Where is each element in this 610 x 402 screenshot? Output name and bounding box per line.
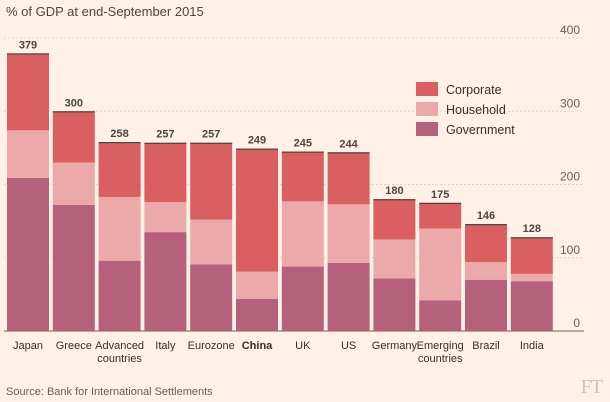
bar-household-9 <box>419 228 461 300</box>
value-labels: 379 300 258 257 257 249 245 244 180 175 146 128 <box>19 39 541 235</box>
category-label-1: Greece <box>56 340 92 352</box>
bar-corporate-0 <box>7 53 49 130</box>
bar-top-2 <box>99 142 141 143</box>
bar-corporate-3 <box>144 143 186 202</box>
bar-corporate-4 <box>190 143 232 220</box>
category-label-10: Brazil <box>472 340 500 352</box>
bar-government-2 <box>99 261 141 331</box>
bar-top-8 <box>373 199 415 200</box>
category-label-9: Emerging countries <box>417 340 464 365</box>
bar-corporate-7 <box>328 152 370 204</box>
value-label-8: 180 <box>385 185 403 197</box>
bar-government-1 <box>53 205 95 331</box>
category-label-8: Germany <box>372 340 418 352</box>
bar-household-4 <box>190 220 232 265</box>
value-label-4: 257 <box>202 129 220 141</box>
bar-top-11 <box>511 237 553 238</box>
value-label-0: 379 <box>19 39 37 51</box>
bar-government-8 <box>373 278 415 331</box>
bar-household-8 <box>373 239 415 278</box>
bar-household-0 <box>7 130 49 178</box>
bar-government-4 <box>190 264 232 331</box>
y-tick-100: 100 <box>560 243 580 257</box>
bar-top-5 <box>236 149 278 150</box>
y-tick-labels: 0 100 200 300 400 <box>560 23 580 330</box>
bar-household-7 <box>328 204 370 263</box>
bar-corporate-9 <box>419 203 461 229</box>
value-label-10: 146 <box>477 210 495 222</box>
bar-government-11 <box>511 281 553 331</box>
bar-top-7 <box>328 152 370 153</box>
legend: Corporate Household Government <box>416 82 515 137</box>
legend-swatch-household <box>416 102 438 116</box>
bar-household-3 <box>144 202 186 232</box>
bar-top-3 <box>144 143 186 144</box>
bar-top-9 <box>419 203 461 204</box>
bar-household-1 <box>53 163 95 205</box>
value-label-5: 249 <box>248 135 266 147</box>
y-tick-300: 300 <box>560 96 580 110</box>
bar-household-5 <box>236 272 278 299</box>
bar-government-6 <box>282 267 324 331</box>
y-tick-400: 400 <box>560 23 580 37</box>
legend-label-corporate: Corporate <box>446 83 502 97</box>
bar-top-0 <box>7 53 49 54</box>
category-labels: Japan Greece Advanced countries Italy Eurozon… <box>13 340 545 365</box>
bar-household-2 <box>99 197 141 261</box>
legend-swatch-corporate <box>416 82 438 96</box>
category-label-0: Japan <box>13 340 43 352</box>
legend-swatch-government <box>416 122 438 136</box>
bar-government-10 <box>465 280 507 331</box>
legend-label-household: Household <box>446 103 506 117</box>
bar-household-6 <box>282 201 324 266</box>
bar-corporate-5 <box>236 149 278 272</box>
source-note: Source: Bank for International Settlemen… <box>6 386 213 398</box>
bar-government-3 <box>144 232 186 331</box>
ft-logo: FT <box>581 376 602 399</box>
bar-corporate-6 <box>282 152 324 202</box>
bar-corporate-11 <box>511 237 553 274</box>
value-label-7: 244 <box>339 138 358 150</box>
bar-top-4 <box>190 143 232 144</box>
bar-government-5 <box>236 299 278 331</box>
category-label-2: Advanced countries <box>95 340 144 365</box>
category-label-4: Eurozone <box>188 340 235 352</box>
value-label-11: 128 <box>523 223 541 235</box>
bar-corporate-10 <box>465 224 507 262</box>
category-label-11: India <box>520 340 545 352</box>
y-tick-200: 200 <box>560 170 580 184</box>
bar-government-0 <box>7 178 49 331</box>
value-label-9: 175 <box>431 189 449 201</box>
category-label-6: UK <box>295 340 311 352</box>
legend-label-government: Government <box>446 123 515 137</box>
bar-government-7 <box>328 263 370 331</box>
category-label-5: China <box>242 340 273 352</box>
value-label-2: 258 <box>110 128 128 140</box>
category-label-3: Italy <box>155 340 176 352</box>
category-label-7: US <box>341 340 356 352</box>
stacked-bar-chart: 379 300 258 257 257 249 245 244 180 175 146 128 Jap… <box>0 0 610 402</box>
bar-corporate-2 <box>99 142 141 197</box>
bar-household-10 <box>465 262 507 280</box>
bar-top-6 <box>282 152 324 153</box>
value-label-1: 300 <box>65 97 83 109</box>
value-label-3: 257 <box>156 129 174 141</box>
bar-corporate-8 <box>373 199 415 239</box>
bar-corporate-1 <box>53 111 95 162</box>
bar-government-9 <box>419 300 461 331</box>
bar-household-11 <box>511 274 553 281</box>
bar-top-10 <box>465 224 507 225</box>
bar-top-1 <box>53 111 95 112</box>
value-label-6: 245 <box>294 138 312 150</box>
y-tick-0: 0 <box>573 316 580 330</box>
